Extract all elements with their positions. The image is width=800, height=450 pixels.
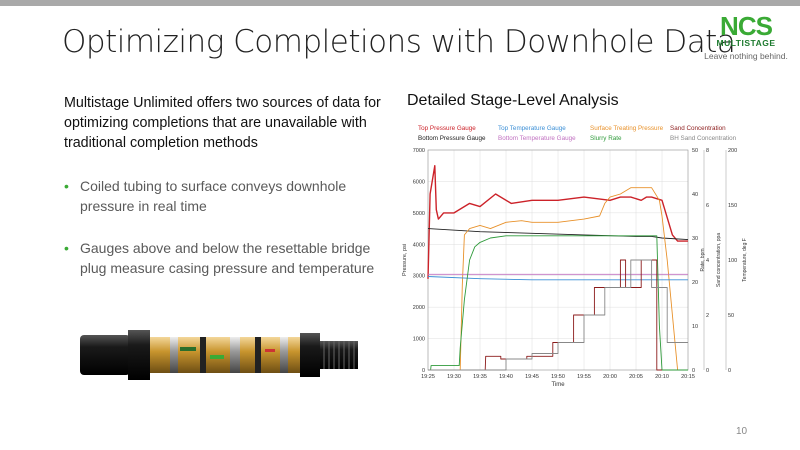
y-temp-axis-label: Temperature, deg F [742, 238, 748, 282]
bullet-text: Coiled tubing to surface conveys downhol… [80, 178, 347, 214]
y-pressure-tick-label: 6000 [413, 179, 425, 185]
logo-tagline: Leave nothing behind. [704, 51, 788, 61]
x-tick-label: 19:40 [499, 374, 513, 380]
series-line-top-temperature-gauge [427, 276, 688, 281]
legend-entry: Bottom Temperature Gauge [498, 135, 576, 142]
x-tick-label: 19:55 [577, 374, 591, 380]
series-line-surface-treating-pressure [428, 187, 679, 371]
y-temp-tick-label: 0 [728, 368, 731, 374]
legend-entry: Sand Concentration [670, 125, 726, 132]
legend-entry: Top Pressure Gauge [418, 125, 476, 132]
legend-entry: Slurry Rate [590, 135, 622, 142]
y-pressure-tick-label: 3000 [413, 274, 425, 280]
bullet-item: • Gauges above and below the resettable b… [64, 238, 394, 278]
x-tick-label: 19:35 [473, 374, 487, 380]
y-rate-tick-label: 0 [692, 368, 695, 374]
y-temp-tick-label: 200 [728, 148, 737, 154]
legend-entry: Surface Treating Pressure [590, 125, 664, 132]
legend-entry: Top Temperature Gauge [498, 125, 566, 132]
chart-series [427, 165, 689, 371]
y-pressure-tick-label: 5000 [413, 211, 425, 217]
downhole-gauge-tool-image [80, 330, 358, 380]
company-logo: NCS MULTISTAGE Leave nothing behind. [700, 11, 792, 61]
x-tick-label: 19:50 [551, 374, 565, 380]
y-sand-axis-label: Sand concentration, ppa [716, 233, 722, 287]
x-tick-label: 20:10 [655, 374, 669, 380]
logo-wordmark: NCS [720, 11, 773, 41]
y-sand-tick-label: 2 [706, 313, 709, 319]
y-temp-tick-label: 150 [728, 203, 737, 209]
legend-entry: Bottom Pressure Gauge [418, 135, 486, 142]
y-rate-tick-label: 40 [692, 192, 698, 198]
x-tick-label: 19:25 [421, 374, 435, 380]
y-sand-tick-label: 8 [706, 148, 709, 154]
stage-analysis-chart: Top Pressure Gauge Top Temperature Gauge S… [398, 118, 760, 396]
y-pressure-tick-label: 7000 [413, 148, 425, 154]
series-line-bh-sand-concentration [428, 259, 688, 371]
bullet-dot-icon: • [64, 178, 69, 194]
x-tick-label: 20:00 [603, 374, 617, 380]
bullet-item: • Coiled tubing to surface conveys downho… [64, 176, 394, 216]
bullet-text: Gauges above and below the resettable br… [80, 240, 375, 276]
x-axis-label: Time [551, 382, 565, 388]
logo-subtitle: MULTISTAGE [716, 38, 776, 48]
x-tick-label: 19:30 [447, 374, 461, 380]
y-sand-tick-label: 0 [706, 368, 709, 374]
y-temp-tick-label: 50 [728, 313, 734, 319]
x-tick-label: 19:45 [525, 374, 539, 380]
bullet-list: • Coiled tubing to surface conveys downho… [64, 176, 394, 300]
chart-title: Detailed Stage-Level Analysis [407, 92, 619, 109]
chart-legend: Top Pressure Gauge Top Temperature Gauge S… [418, 125, 737, 142]
legend-entry: BH Sand Concentration [670, 135, 737, 142]
y-rate-tick-label: 10 [692, 324, 698, 330]
top-accent-bar [0, 0, 800, 6]
y-rate-tick-label: 50 [692, 148, 698, 154]
series-line-slurry-rate [428, 235, 688, 371]
intro-paragraph: Multistage Unlimited offers two sources … [64, 95, 381, 151]
y-sand-tick-label: 6 [706, 203, 709, 209]
y-rate-axis-label: Rate, bpm [700, 248, 706, 271]
y-rate-tick-label: 30 [692, 236, 698, 242]
y-pressure-tick-label: 0 [422, 368, 425, 374]
x-tick-label: 20:05 [629, 374, 643, 380]
series-line-top-pressure-gauge [427, 165, 688, 279]
y-pressure-tick-label: 4000 [413, 242, 425, 248]
bullet-dot-icon: • [64, 240, 69, 256]
y-sand-tick-label: 4 [706, 258, 709, 264]
y-pressure-axis-label: Pressure, psi [402, 244, 408, 276]
page-number: 10 [736, 426, 748, 437]
y-pressure-tick-label: 1000 [413, 337, 425, 343]
slide-title: Optimizing Completions with Downhole Dat… [62, 24, 736, 60]
y-pressure-tick-label: 2000 [413, 305, 425, 311]
x-tick-label: 20:15 [681, 374, 695, 380]
y-rate-tick-label: 20 [692, 280, 698, 286]
y-temp-tick-label: 100 [728, 258, 737, 264]
